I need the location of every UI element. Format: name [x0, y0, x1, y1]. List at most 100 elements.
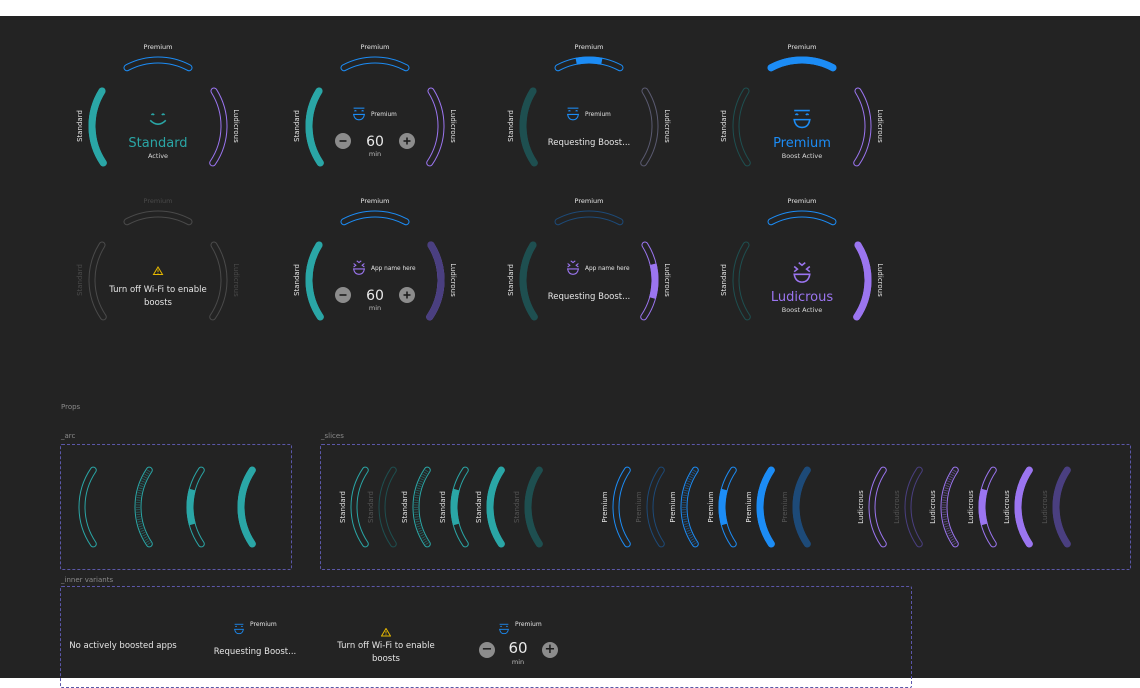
arc-fill [756, 466, 775, 548]
warning-icon [380, 627, 392, 637]
gauge[interactable]: Premium Standard Ludicrous App name here Req… [499, 192, 679, 332]
ludicrous-arc [426, 241, 445, 321]
slice-label: Premium [601, 491, 609, 522]
slice-label: Premium [669, 491, 677, 522]
ludicrous-arc [640, 87, 659, 167]
duration-value: 60 [508, 639, 528, 657]
ludicrous-label: Ludicrous [449, 109, 457, 143]
arc-fill [237, 466, 256, 548]
ludicrous-label: Ludicrous [663, 263, 671, 297]
inner-app-name: Premium [250, 621, 277, 628]
gauge[interactable]: Premium Standard Ludicrous Turn off Wi-Fi t… [68, 192, 248, 332]
gauge[interactable]: Premium Standard Ludicrous Premium 60 min [285, 38, 465, 178]
ludicrous-arc [426, 87, 445, 167]
arc-fill [575, 56, 603, 65]
no-boosted-apps-text: No actively boosted apps [69, 641, 177, 651]
ludicrous-label: Ludicrous [232, 263, 240, 297]
arc-variants-row [60, 446, 292, 568]
slice-arc [680, 466, 699, 548]
decrease-button[interactable] [335, 287, 351, 303]
slice-label: Ludicrous [967, 490, 975, 524]
slice-label: Ludicrous [1041, 490, 1049, 524]
premium-label: Premium [144, 197, 173, 205]
slice-label: Standard [513, 491, 521, 523]
premium-arc [123, 210, 193, 226]
mode-title: Ludicrous [771, 290, 834, 305]
slice-arc [792, 466, 811, 548]
gauge[interactable]: Premium Standard Ludicrous Premium Requestin… [499, 38, 679, 178]
mode-title: Standard [128, 136, 187, 151]
duration-unit: min [511, 658, 525, 666]
premium-arc [554, 210, 624, 226]
premium-icon [499, 623, 509, 635]
app-name: Premium [585, 112, 611, 118]
arc-variants-frame [60, 444, 292, 570]
duration-value: 60 [366, 134, 384, 150]
standard-label: Standard [76, 264, 84, 296]
ludicrous-label: Ludicrous [663, 109, 671, 143]
ludicrous-label: Ludicrous [876, 263, 884, 297]
wifi-warning-text: boosts [144, 298, 173, 308]
increase-button[interactable] [399, 287, 415, 303]
inner-variant-request: Premium Requesting Boost... [200, 620, 310, 660]
gauge[interactable]: Premium Standard Ludicrous Standard Active [68, 38, 248, 178]
ludicrous-label: Ludicrous [232, 109, 240, 143]
ludicrous-label: Ludicrous [449, 263, 457, 297]
gauge[interactable]: Premium Standard Ludicrous App name here 60 m… [285, 192, 465, 332]
slice-arc [646, 466, 665, 548]
slice-label: Standard [367, 491, 375, 523]
premium-arc [340, 56, 410, 72]
slices-frame [320, 444, 1131, 570]
slice-arc [940, 466, 959, 548]
premium-label: Premium [361, 43, 390, 51]
standard-arc [519, 87, 538, 167]
arc-variant [134, 466, 153, 548]
slice-label: Standard [439, 491, 447, 523]
wifi-warning-text: Turn off Wi-Fi to enable boosts [337, 641, 435, 664]
arc-fill [305, 87, 324, 167]
arc-fill [524, 466, 543, 548]
requesting-boost-text: Requesting Boost... [548, 292, 630, 302]
standard-label: Standard [507, 110, 515, 142]
inner-app-name: Premium [515, 621, 542, 628]
decrease-button[interactable]: − [479, 642, 495, 658]
standard-arc [88, 241, 107, 321]
warning-icon [152, 266, 164, 275]
standard-arc [732, 87, 751, 167]
slice-label: Standard [401, 491, 409, 523]
gauge[interactable]: Premium Standard Ludicrous Ludicrous Boost A… [712, 192, 892, 332]
slice-label: Ludicrous [929, 490, 937, 524]
increase-button[interactable]: + [542, 642, 558, 658]
warning-icon [380, 622, 392, 637]
duration-unit: min [369, 150, 381, 158]
duration-value: 60 [366, 288, 384, 304]
standard-arc [305, 241, 324, 321]
ludicrous-label: Ludicrous [876, 109, 884, 143]
arc-variant [78, 466, 97, 548]
design-canvas: Premium Standard Ludicrous Standard Active P… [0, 16, 1140, 688]
slice-arc [978, 466, 997, 548]
slices-row: Standard Standard Standard Standard Standard… [320, 446, 1131, 568]
standard-arc [88, 87, 107, 167]
arc-fill [519, 87, 538, 167]
premium-icon [232, 620, 246, 635]
arc-fill [305, 241, 324, 321]
arc-fill [486, 466, 505, 548]
decrease-button[interactable] [335, 133, 351, 149]
premium-label: Premium [575, 43, 604, 51]
premium-label: Premium [788, 43, 817, 51]
increase-button[interactable] [399, 133, 415, 149]
ludicrous-arc [209, 87, 228, 167]
arc-fill [426, 241, 445, 321]
slice-label: Standard [475, 491, 483, 523]
gauge[interactable]: Premium Standard Ludicrous Premium Boost Act… [712, 38, 892, 178]
arc-fill [767, 56, 837, 72]
slice-arc [718, 466, 737, 548]
mode-title: Premium [773, 136, 831, 151]
slice-label: Standard [339, 491, 347, 523]
premium-label: Premium [361, 197, 390, 205]
mode-subtitle: Boost Active [782, 306, 823, 314]
standard-arc [732, 241, 751, 321]
premium-icon [352, 107, 366, 121]
arc-fill [792, 466, 811, 548]
